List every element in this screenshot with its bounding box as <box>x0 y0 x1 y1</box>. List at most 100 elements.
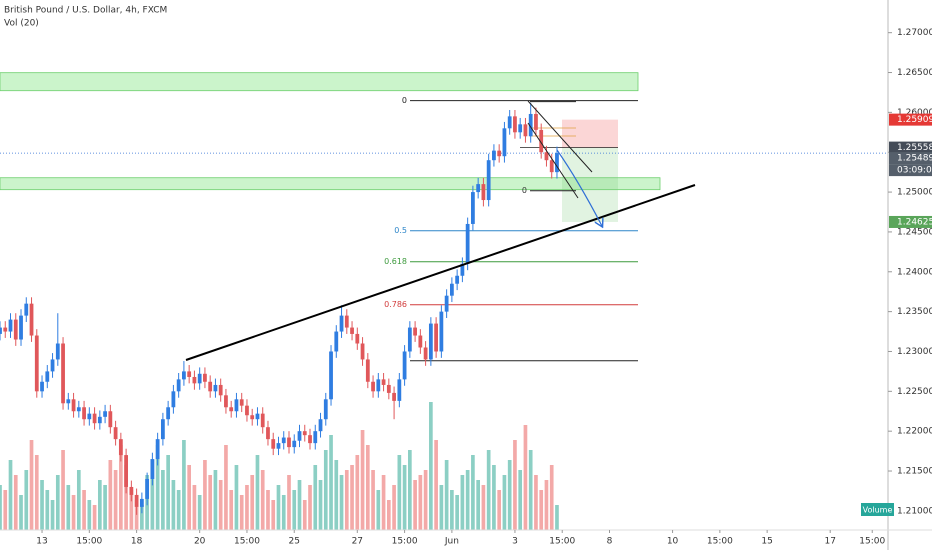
volume-bar <box>203 460 207 530</box>
volume-bar <box>150 460 155 530</box>
volume-bar <box>113 470 118 530</box>
candle-body <box>87 413 92 420</box>
volume-bar <box>408 450 412 530</box>
y-tick-label: 1.25000 <box>897 188 932 198</box>
candle-body <box>92 413 97 424</box>
fib-level-label: 0.5 <box>394 226 407 235</box>
candle-body <box>402 351 407 380</box>
candle-body <box>166 407 171 420</box>
volume-bar <box>218 480 223 530</box>
candle-body <box>507 116 512 129</box>
candle-body <box>386 384 391 393</box>
candle-body <box>139 498 144 507</box>
volume-bar <box>166 455 170 530</box>
price-label-bg <box>889 152 932 165</box>
x-tick-label: 27 <box>352 537 363 547</box>
volume-bar <box>434 440 438 530</box>
y-tick-label: 1.24500 <box>897 227 932 237</box>
candle-body <box>45 371 50 382</box>
x-tick-label: 15 <box>761 537 772 547</box>
volume-bar <box>486 450 491 530</box>
price-label-bg <box>889 215 932 228</box>
price-label: 1.25558 <box>897 143 932 153</box>
candle-body <box>213 384 218 392</box>
candle-body <box>103 411 107 417</box>
volume-bar <box>61 450 65 530</box>
target-zone <box>562 147 618 222</box>
volume-bar <box>318 480 323 530</box>
price-label-bg <box>889 141 932 154</box>
candle-body <box>287 437 291 448</box>
trendline <box>185 184 696 361</box>
candle-body <box>13 319 18 340</box>
supply-demand-zone <box>0 177 661 191</box>
volume-bar <box>161 470 165 530</box>
fib-level-label: 0.786 <box>384 300 407 309</box>
candle-body <box>476 184 481 193</box>
volume-bar <box>534 475 538 530</box>
volume-bar <box>55 475 60 530</box>
volume-bar <box>171 480 176 530</box>
candle-body <box>313 431 318 444</box>
volume-bar <box>192 485 197 530</box>
candle-body <box>97 416 102 424</box>
candle-body <box>55 343 60 360</box>
candle-body <box>444 295 449 312</box>
candle-body <box>150 459 155 479</box>
volume-bar <box>13 475 18 530</box>
volume-bar <box>502 475 507 530</box>
supply-demand-zone <box>0 72 639 92</box>
candle-body <box>318 419 323 432</box>
volume-bar <box>45 490 50 530</box>
volume-bar <box>119 445 123 530</box>
candle-body <box>492 150 496 161</box>
candle-body <box>182 371 186 380</box>
volume-bar <box>87 500 92 530</box>
small-fib-label: 0 <box>522 186 527 195</box>
countdown: 03:09:03 <box>897 166 932 176</box>
candle-body <box>61 343 65 404</box>
countdown-bg <box>889 164 932 177</box>
candle-body <box>549 160 554 173</box>
candle-body <box>50 359 55 372</box>
price-label: 1.24625 <box>897 217 932 227</box>
candle-body <box>224 395 228 408</box>
volume-bar <box>134 500 139 530</box>
volume-bar <box>513 440 517 530</box>
candle-body <box>455 275 460 284</box>
candle-body <box>160 419 165 440</box>
candle-body <box>344 315 349 328</box>
candle-body <box>76 407 81 412</box>
volume-bar <box>476 480 480 530</box>
candle-body <box>234 399 239 412</box>
volume-bar <box>329 435 333 530</box>
candle-body <box>66 399 71 404</box>
candle-body <box>118 439 123 456</box>
x-tick-label: 8 <box>607 537 613 547</box>
candle-body <box>308 435 312 444</box>
volume-bar <box>297 480 302 530</box>
volume-bar <box>292 490 297 530</box>
candle-body <box>255 413 260 420</box>
candle-body <box>187 371 192 377</box>
candle-body <box>71 399 76 412</box>
candle-body <box>392 392 396 401</box>
candle-body <box>376 379 381 392</box>
volume-bar <box>549 465 554 530</box>
volume-bar <box>439 485 444 530</box>
candle-body <box>155 439 160 460</box>
candle-body <box>355 333 360 344</box>
volume-bar <box>344 470 349 530</box>
volume-bar <box>492 465 496 530</box>
volume-bar <box>392 485 396 530</box>
candle-body <box>339 315 344 332</box>
volume-bar <box>66 485 71 530</box>
y-tick-label: 1.23500 <box>897 307 932 317</box>
volume-bar <box>371 470 375 530</box>
candle-body <box>350 327 354 334</box>
volume-bar <box>308 485 312 530</box>
volume-bar <box>418 475 423 530</box>
volume-bar <box>334 460 339 530</box>
candle-body <box>108 411 113 428</box>
candle-body <box>302 431 307 436</box>
